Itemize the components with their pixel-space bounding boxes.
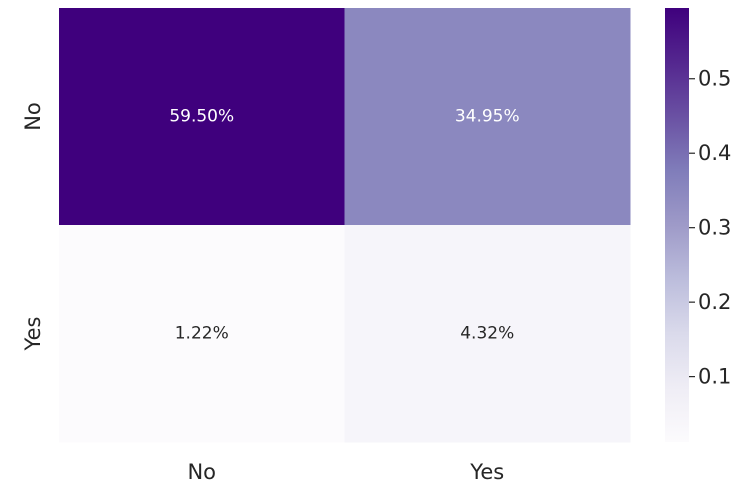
y-axis-ticks: No Yes <box>21 102 45 351</box>
colorbar-tick-label: 0.5 <box>698 67 731 91</box>
x-tick-label: Yes <box>469 460 504 484</box>
heatmap-cell <box>344 8 631 226</box>
colorbar-tick-label: 0.1 <box>698 365 731 389</box>
heatmap-cell <box>59 8 345 226</box>
colorbar-tick-label: 0.2 <box>698 290 731 314</box>
heatmap-cells: 59.50% 34.95% 1.22% 4.32% <box>59 8 631 443</box>
colorbar-tick-label: 0.4 <box>698 141 731 165</box>
x-tick-label: No <box>187 460 216 484</box>
cell-annotation: 1.22% <box>175 324 229 344</box>
y-tick-label: Yes <box>21 317 45 352</box>
x-axis-ticks: No Yes <box>187 460 504 484</box>
cell-annotation: 59.50% <box>169 107 234 127</box>
colorbar-tick-label: 0.3 <box>698 216 731 240</box>
cell-annotation: 4.32% <box>460 324 514 344</box>
colorbar-gradient <box>665 8 689 442</box>
cell-annotation: 34.95% <box>455 107 520 127</box>
y-tick-label: No <box>21 102 45 131</box>
heatmap-cell <box>344 225 631 443</box>
heatmap-cell <box>59 225 345 443</box>
colorbar: 0.1 0.2 0.3 0.4 0.5 <box>665 8 731 442</box>
